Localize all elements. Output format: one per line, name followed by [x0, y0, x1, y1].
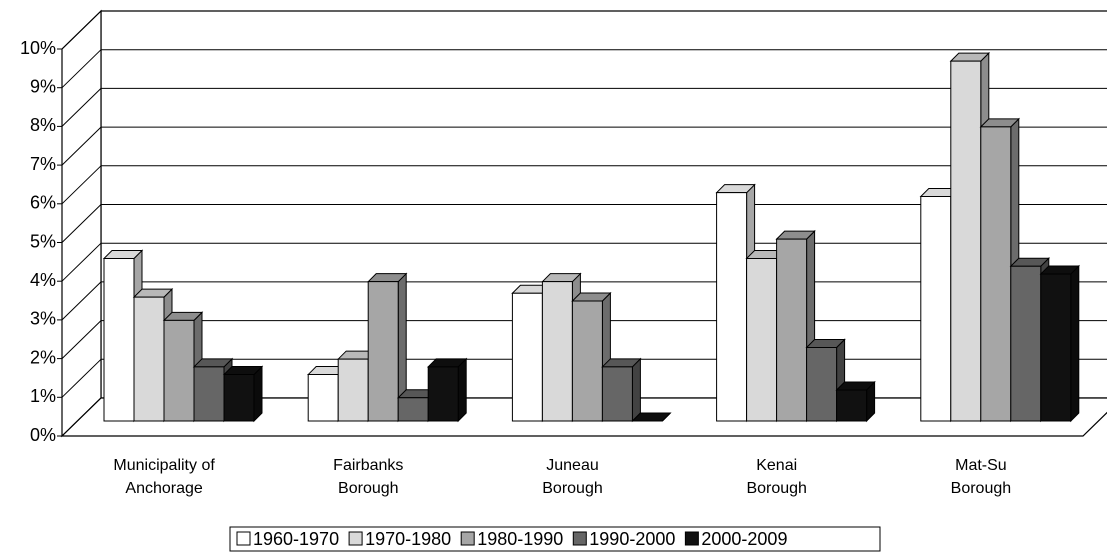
- bar: [601, 357, 642, 423]
- grid-line-side: [61, 88, 102, 127]
- bar-side: [631, 357, 641, 423]
- legend-label: 1980-1990: [477, 529, 563, 549]
- bar-front: [980, 126, 1012, 422]
- y-tick-label: 9%: [30, 76, 56, 96]
- legend-swatch: [236, 531, 251, 546]
- bar-front: [716, 192, 748, 422]
- grid-line-side: [61, 397, 102, 437]
- bar-front: [776, 238, 808, 422]
- bar-front: [1040, 273, 1072, 422]
- bar-front: [133, 296, 165, 422]
- x-tick-label: Fairbanks: [333, 457, 403, 474]
- legend-swatch: [684, 531, 699, 546]
- bar-front: [571, 300, 603, 422]
- bar-front: [193, 366, 225, 422]
- bar-front: [427, 366, 459, 422]
- y-tick-label: 5%: [30, 231, 56, 251]
- y-tick-label: 10%: [20, 38, 56, 58]
- y-tick-label: 6%: [30, 193, 56, 213]
- legend-label: 2000-2009: [701, 529, 787, 549]
- bar-front: [511, 292, 543, 422]
- x-tick-label: Borough: [951, 480, 1012, 497]
- bar-front: [163, 319, 195, 422]
- grid-line-side: [61, 204, 102, 243]
- legend-label: 1970-1980: [365, 529, 451, 549]
- grid-line-side: [61, 281, 102, 321]
- bar-front: [920, 196, 952, 422]
- bar-front: [103, 257, 135, 422]
- legend-swatch: [348, 531, 363, 546]
- y-tick-label: 1%: [30, 386, 56, 406]
- bar-front: [746, 257, 778, 422]
- x-tick-label: Mat-Su: [955, 457, 1007, 474]
- bar-side: [1070, 264, 1080, 423]
- x-tick-label: Borough: [338, 480, 399, 497]
- grid-line-side: [61, 358, 102, 398]
- y-tick-label: 8%: [30, 115, 56, 135]
- x-tick-label: Anchorage: [125, 480, 202, 497]
- bar-front: [806, 346, 838, 422]
- bar: [1039, 264, 1081, 423]
- x-tick-label: Juneau: [546, 457, 599, 474]
- y-tick-label: 2%: [30, 347, 56, 367]
- bar: [835, 380, 876, 423]
- grid-line-side: [61, 126, 102, 166]
- x-tick-label: Borough: [542, 480, 603, 497]
- y-tick-label: 7%: [30, 154, 56, 174]
- legend-label: 1990-2000: [589, 529, 675, 549]
- grid-line-side: [61, 320, 102, 359]
- bar: [426, 357, 468, 423]
- x-tick-label: Kenai: [756, 457, 797, 474]
- bar: [222, 365, 264, 423]
- legend-swatch: [572, 531, 587, 546]
- legend-box: [229, 526, 881, 552]
- bar-side: [253, 365, 263, 423]
- y-tick-label: 4%: [30, 270, 56, 290]
- bar-front: [223, 374, 255, 422]
- bar-front: [337, 358, 369, 422]
- y-tick-label: 3%: [30, 309, 56, 329]
- y-tick-label: 0%: [30, 425, 56, 445]
- bar-front: [541, 281, 573, 422]
- bar-front: [950, 60, 982, 422]
- grid-line-side: [61, 10, 102, 50]
- bar: [631, 412, 672, 422]
- grid-line-side: [61, 242, 102, 282]
- bar-front: [1010, 265, 1042, 422]
- grid-line-side: [61, 49, 102, 89]
- bar-front: [397, 397, 429, 422]
- legend-label: 1960-1970: [253, 529, 339, 549]
- legend-swatch: [460, 531, 475, 546]
- bar-front: [307, 374, 339, 422]
- bar-front: [836, 389, 868, 422]
- x-tick-label: Borough: [746, 480, 807, 497]
- bar-side: [457, 357, 467, 423]
- grid-line-side: [61, 165, 102, 205]
- bar-front: [601, 366, 633, 422]
- x-tick-label: Municipality of: [113, 457, 215, 474]
- bar-front: [367, 281, 399, 422]
